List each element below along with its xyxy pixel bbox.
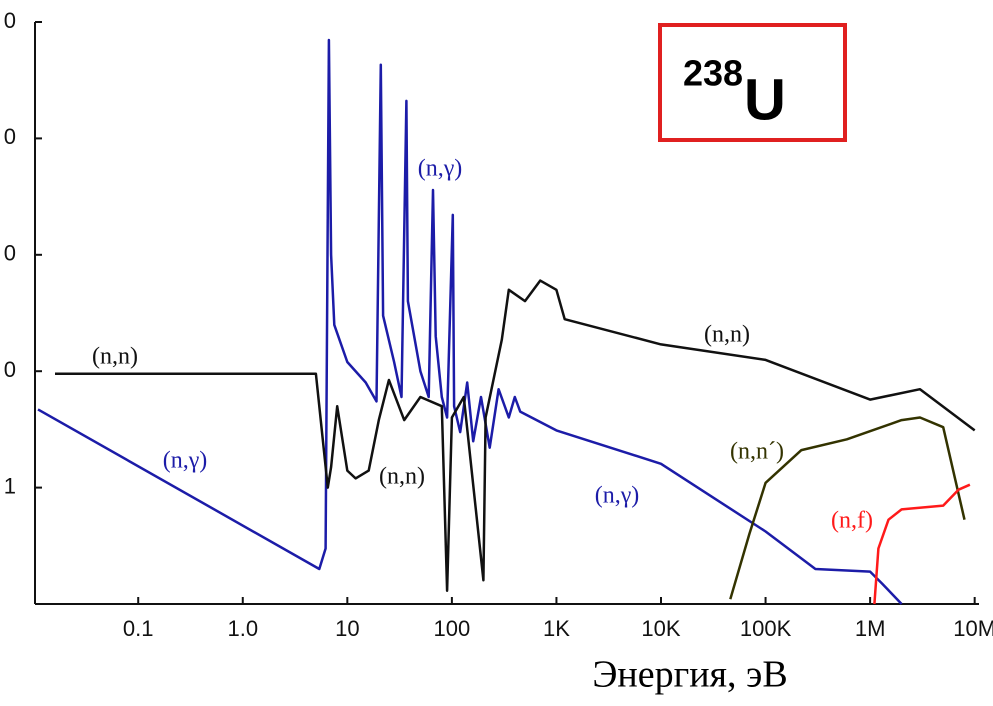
series-line — [729, 416, 966, 600]
y-tick-label: 1 — [4, 473, 16, 498]
title-box — [658, 23, 847, 142]
annotation: (n,n) — [92, 344, 138, 370]
x-tick-label: 0.1 — [123, 616, 154, 641]
x-tick-label: 1K — [543, 616, 570, 641]
y-tick-label: 0 — [4, 124, 16, 149]
annotation: (n,γ) — [418, 156, 463, 182]
y-tick-label: 0 — [4, 241, 16, 266]
x-tick-label: 1M — [855, 616, 886, 641]
y-tick-label: 0 — [4, 8, 16, 33]
annotation: (n,f) — [831, 508, 873, 534]
x-tick-label: 1.0 — [227, 616, 258, 641]
annotation: (n,γ) — [595, 483, 640, 509]
x-tick-label: 100 — [434, 616, 471, 641]
annotation: (n,n) — [379, 464, 425, 490]
chart-title: U — [744, 67, 786, 132]
series-line — [873, 483, 971, 605]
x-axis-label: Энергия, эВ — [592, 654, 787, 696]
annotation: (n,γ) — [163, 448, 208, 474]
y-tick-label: 0 — [4, 357, 16, 382]
x-tick-label: 10M — [953, 616, 993, 641]
series-line — [55, 279, 976, 592]
series-line — [37, 38, 903, 605]
x-tick-label: 100K — [740, 616, 792, 641]
annotation: (n,n´) — [730, 439, 784, 465]
annotation: (n,n) — [704, 322, 750, 348]
x-tick-label: 10 — [335, 616, 359, 641]
x-tick-label: 10K — [641, 616, 680, 641]
title-superscript: 238 — [683, 53, 743, 94]
